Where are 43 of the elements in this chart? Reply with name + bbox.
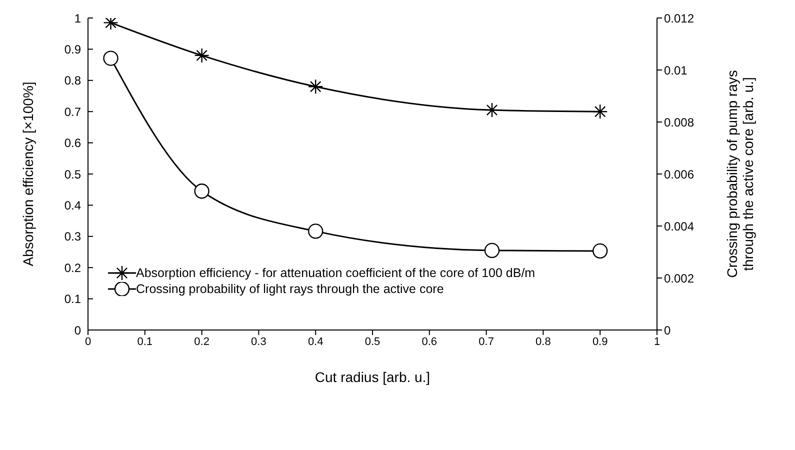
point: [484, 102, 500, 118]
y-tick-label: 0.3: [64, 230, 82, 244]
y-tick-label: 0.9: [64, 42, 82, 56]
y2-tick-label: 0.006: [664, 167, 694, 182]
y-tick-label: 0.4: [64, 198, 82, 212]
legend-label: Crossing probability of light rays through the active core: [136, 282, 444, 296]
y2-tick-label: 0.002: [664, 271, 694, 286]
point: [592, 243, 608, 259]
y-tick-label: 0.7: [64, 104, 82, 119]
y2-tick-label: 0.01: [664, 63, 688, 78]
y2-tick-label: 0: [664, 323, 671, 338]
point: [592, 104, 608, 120]
y-tick-label: 0.5: [64, 167, 82, 182]
y-tick-label: 0.1: [64, 292, 82, 306]
y-tick-label: 1: [74, 11, 82, 26]
y-tick-label: 0.8: [64, 74, 82, 88]
y-axis-title: Absorption efficiency [×100%]: [20, 82, 36, 266]
y-tick-label: 0.6: [64, 136, 82, 150]
y-tick-label: 0: [74, 323, 82, 338]
x-axis-title: Cut radius [arb. u.]: [314, 369, 430, 385]
y2-axis-title: Crossing probability of pump rays through the active core [arb. u.]: [724, 70, 756, 278]
x-tick-label: 0.3: [251, 336, 266, 348]
y2-tick-label: 0.004: [664, 219, 694, 234]
x-tick-label: 0: [84, 336, 92, 348]
x-tick-label: 0.9: [592, 336, 608, 348]
point: [103, 50, 118, 66]
y2-tick-label: 0.008: [664, 115, 694, 130]
legend-label: Absorption efficiency - for attenuation coefficient of the core of 100 dB/m: [136, 266, 536, 280]
y-tick-label: 0.2: [64, 260, 82, 275]
x-tick-label: 0.6: [422, 336, 438, 348]
x-tick-label: 0.1: [137, 336, 153, 348]
x-tick-label: 1: [654, 336, 660, 348]
point: [484, 242, 500, 258]
y2-tick-label: 0.012: [664, 11, 694, 26]
x-tick-label: 0.4: [308, 336, 324, 348]
x-tick-label: 0.2: [194, 336, 210, 348]
point: [194, 48, 210, 64]
x-tick-label: 0.7: [478, 336, 494, 348]
point: [194, 184, 210, 199]
x-tick-label: 0.8: [536, 336, 551, 348]
point: [308, 224, 324, 239]
point: [308, 79, 324, 94]
x-tick-label: 0.5: [364, 336, 380, 348]
